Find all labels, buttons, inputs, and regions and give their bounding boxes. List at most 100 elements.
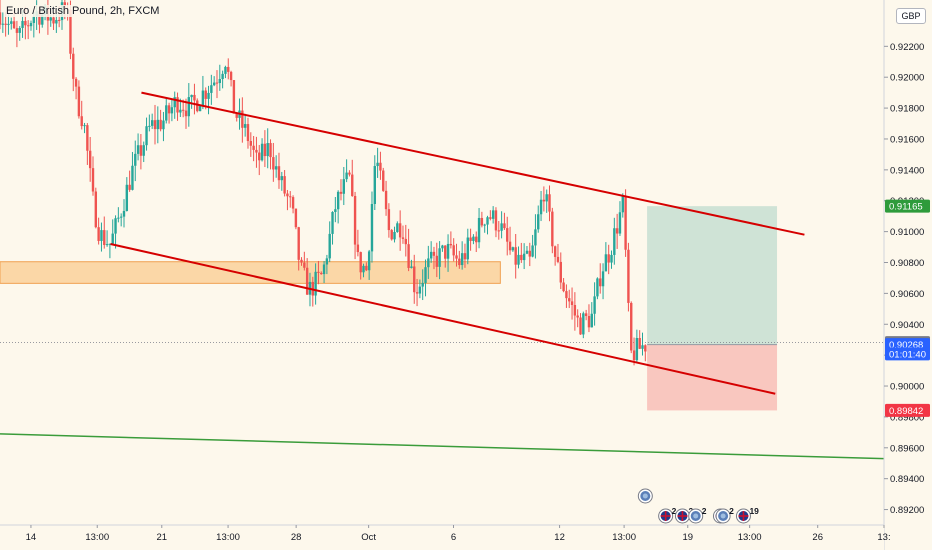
candle-body	[396, 223, 399, 232]
candle-body	[644, 345, 647, 352]
candle-body	[255, 149, 258, 153]
candle	[136, 133, 140, 161]
time-tick-label: 14	[26, 532, 37, 543]
uk-flag-event-icon[interactable]: 2	[674, 506, 693, 524]
candle	[542, 186, 546, 212]
candle-body	[136, 145, 140, 154]
candle-body	[593, 296, 596, 314]
candle	[520, 242, 523, 263]
candle	[103, 216, 106, 249]
time-tick-label: 12	[554, 532, 565, 543]
candle-body	[415, 292, 419, 294]
globe-event-icon[interactable]	[637, 488, 653, 504]
candle-body	[565, 291, 568, 299]
candle	[356, 229, 360, 257]
candle-body	[181, 109, 185, 111]
price-tick-label: 0.91000	[890, 227, 924, 238]
candle	[139, 133, 143, 170]
candle	[534, 214, 537, 259]
currency-button[interactable]: GBP	[896, 8, 926, 24]
price-tick-label: 0.89800	[890, 412, 924, 423]
candle-body	[382, 170, 385, 191]
time-tick-label: 28	[291, 532, 302, 543]
candle	[413, 254, 416, 304]
candle	[551, 207, 554, 254]
candle	[359, 251, 362, 280]
candle-body	[624, 195, 627, 250]
candle-body	[277, 166, 281, 181]
candle-body	[122, 210, 126, 217]
candle	[117, 207, 120, 223]
chart-title: Euro / British Pound, 2h, FXCM	[4, 5, 162, 17]
candle-body	[167, 105, 171, 114]
candle	[483, 223, 486, 233]
globe-event-icon[interactable]: 2	[715, 506, 734, 524]
candle	[142, 141, 145, 163]
price-tag-background	[885, 403, 930, 417]
candle-body	[156, 119, 160, 130]
candle	[339, 179, 343, 201]
candle-body	[520, 254, 523, 261]
uk-flag-event-icon[interactable]: 19	[735, 506, 759, 524]
candle-body	[105, 244, 109, 246]
candle-body	[280, 176, 283, 181]
candle-body	[52, 17, 55, 24]
candle	[472, 234, 475, 245]
candle-body	[227, 66, 230, 72]
candle	[601, 263, 605, 300]
candle-body	[207, 92, 210, 99]
candle-body	[15, 28, 19, 33]
candle	[618, 201, 622, 237]
candle	[435, 242, 438, 278]
candle-body	[10, 21, 13, 24]
candle-body	[407, 244, 410, 268]
candle-body	[184, 110, 188, 117]
candle	[170, 98, 174, 122]
candle	[320, 271, 323, 275]
candle-body	[508, 241, 512, 251]
candle-body	[148, 125, 151, 127]
uk-flag-event-icon[interactable]: 2	[658, 506, 677, 524]
candle-body	[241, 110, 244, 128]
time-tick-label: 13:00	[738, 532, 762, 543]
candle-body	[621, 195, 624, 213]
candle	[218, 64, 222, 91]
candle	[207, 85, 210, 115]
candle-body	[404, 238, 407, 245]
candle-body	[300, 259, 303, 263]
candle-body	[246, 124, 250, 142]
candle	[283, 170, 286, 197]
candle	[446, 234, 450, 272]
candle	[280, 171, 283, 191]
candle-body	[401, 237, 405, 239]
time-tick-label: 13:00	[85, 532, 109, 543]
candle-body	[587, 316, 591, 328]
globe-land	[642, 493, 648, 499]
candle-body	[173, 97, 176, 108]
candle-body	[91, 168, 95, 192]
candle-body	[362, 265, 365, 273]
candle-body	[303, 262, 306, 268]
candle	[460, 241, 464, 270]
candle	[621, 193, 624, 218]
candle	[421, 269, 424, 301]
candle-body	[314, 271, 317, 296]
candle-body	[114, 218, 117, 234]
candle-body	[322, 264, 326, 275]
globe-event-icon[interactable]: 2	[688, 506, 707, 524]
candle	[477, 208, 481, 249]
event-count: 2	[702, 506, 707, 516]
candle	[522, 243, 526, 270]
candle-body	[528, 250, 531, 257]
candle	[77, 80, 81, 119]
candle-body	[297, 227, 300, 260]
candle-body	[342, 179, 345, 194]
candle	[176, 92, 179, 121]
candle-body	[365, 265, 368, 271]
candle-body	[435, 255, 438, 267]
candle	[300, 257, 303, 266]
candle	[263, 130, 267, 168]
candle-body	[38, 11, 41, 25]
price-tick-label: 0.91800	[890, 104, 924, 115]
